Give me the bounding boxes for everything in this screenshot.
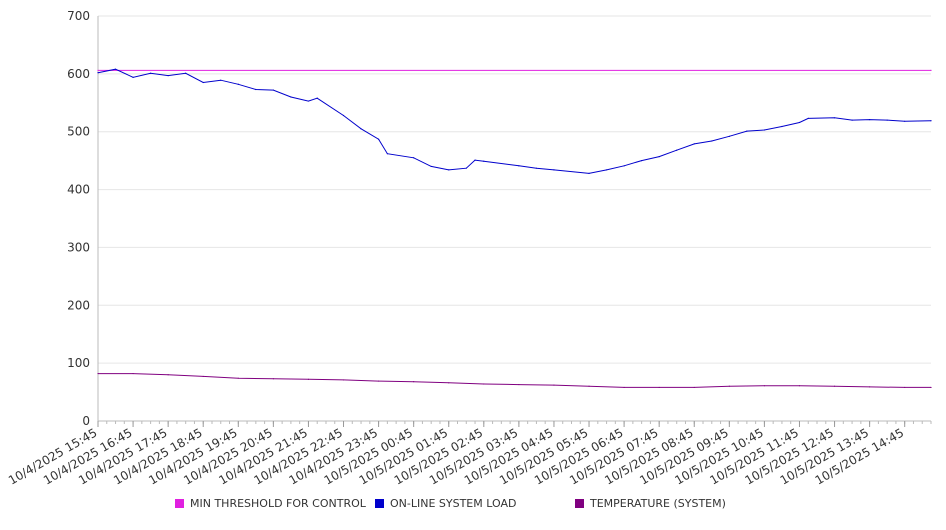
legend-label: MIN THRESHOLD FOR CONTROL [190,497,366,510]
data-point [272,378,274,380]
data-point [641,160,643,162]
data-point [553,384,555,386]
data-point [833,385,836,387]
series-0 [97,69,932,71]
data-point [623,386,625,389]
data-point [518,383,520,386]
data-point [930,69,932,71]
y-tick-label: 600 [67,67,90,81]
data-point [307,378,310,380]
data-point [474,159,476,161]
data-point [535,167,538,169]
data-point [448,382,450,384]
y-tick-label: 0 [82,414,90,428]
data-point [851,119,853,121]
series-2 [97,372,932,389]
data-point [307,100,310,102]
legend-item: MIN THRESHOLD FOR CONTROL [175,497,366,510]
data-point [483,160,485,162]
data-point [711,140,713,142]
data-point [693,143,695,145]
data-point [605,169,608,171]
data-point [781,125,783,128]
data-point [746,130,748,132]
data-point [97,69,99,71]
data-point [290,96,292,98]
data-point [588,172,590,174]
data-point [237,377,239,379]
y-tick-label: 500 [67,125,90,139]
data-point [807,117,809,120]
data-point [386,153,388,155]
legend-item: TEMPERATURE (SYSTEM) [575,497,726,510]
legend-swatch [375,499,384,508]
data-point [167,374,169,376]
data-point [167,74,169,77]
y-tick-label: 300 [67,240,90,254]
data-point [658,155,660,158]
data-point [518,165,520,167]
data-point [623,165,625,167]
data-point [763,129,766,131]
data-point [97,372,99,375]
series-line [97,68,932,174]
data-point [798,385,801,387]
legend-swatch [575,499,584,508]
data-point [377,138,380,140]
data-point [97,72,99,74]
data-point [833,117,836,119]
data-point [316,97,318,99]
data-point [798,121,801,124]
legend-label: ON-LINE SYSTEM LOAD [390,497,517,510]
data-point [930,386,932,389]
y-tick-label: 200 [67,298,90,312]
data-point [360,128,362,130]
y-tick-label: 400 [67,183,90,197]
y-tick-label: 700 [67,9,90,23]
data-point [185,72,187,74]
data-point [342,114,345,117]
data-point [763,385,766,387]
data-point [132,76,134,78]
legend-item: ON-LINE SYSTEM LOAD [375,497,516,510]
data-point [150,72,152,74]
y-tick-label: 100 [67,356,90,370]
data-point [220,79,222,81]
data-point [483,383,485,385]
series-1 [97,68,932,174]
data-point [272,89,274,91]
data-point [430,165,432,168]
data-point [869,118,871,121]
data-point [886,119,888,121]
data-point [553,169,555,171]
data-point [693,386,695,389]
data-point [904,386,906,389]
data-point [342,379,345,381]
data-point [413,381,415,383]
data-point [132,372,134,375]
data-point [448,169,450,171]
data-point [728,385,730,387]
legend: MIN THRESHOLD FOR CONTROL ON-LINE SYSTEM … [0,497,946,517]
data-point [237,83,239,85]
legend-label: TEMPERATURE (SYSTEM) [590,497,726,510]
legend-swatch [175,499,184,508]
data-point [588,385,590,387]
data-point [869,386,871,388]
data-point [377,380,380,382]
data-point [255,88,257,91]
data-point [930,120,932,122]
data-point [114,68,117,70]
data-point [202,375,204,378]
data-point [465,167,467,169]
data-point [413,157,415,159]
data-point [728,135,730,137]
data-point [904,120,906,122]
data-point [658,386,660,389]
data-point [676,149,678,151]
series-line [98,373,931,388]
data-point [202,81,204,84]
